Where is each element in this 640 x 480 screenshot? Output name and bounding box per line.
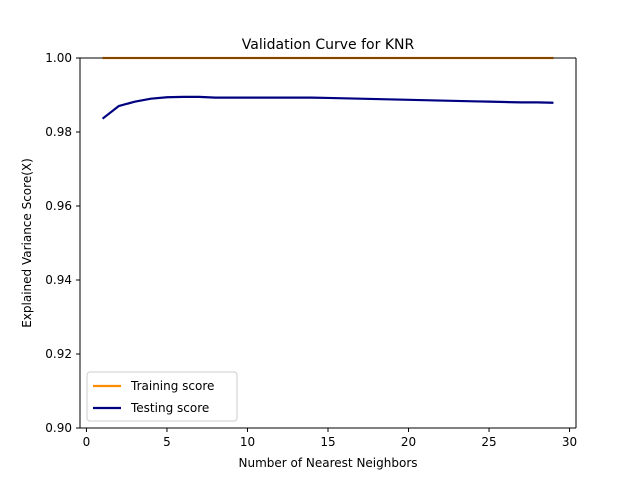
y-tick-label: 1.00 bbox=[45, 51, 72, 65]
y-tick-label: 0.90 bbox=[45, 421, 72, 435]
x-tick-label: 30 bbox=[562, 435, 577, 449]
x-tick-label: 0 bbox=[83, 435, 91, 449]
y-axis-label: Explained Variance Score(X) bbox=[20, 158, 34, 328]
y-ticks: 0.90 0.92 0.94 0.96 0.98 1.00 bbox=[45, 51, 80, 435]
x-tick-label: 25 bbox=[481, 435, 496, 449]
y-tick-label: 0.98 bbox=[45, 125, 72, 139]
y-tick-label: 0.92 bbox=[45, 347, 72, 361]
legend-label-testing: Testing score bbox=[130, 401, 209, 415]
x-tick-label: 20 bbox=[401, 435, 416, 449]
x-ticks: 0 5 10 15 20 25 30 bbox=[83, 428, 577, 449]
testing-score-line bbox=[101, 95, 554, 120]
y-tick-label: 0.94 bbox=[45, 273, 72, 287]
legend: Training score Testing score bbox=[86, 371, 238, 422]
legend-label-training: Training score bbox=[130, 379, 214, 393]
chart-title: Validation Curve for KNR bbox=[242, 37, 415, 53]
plot-area bbox=[80, 58, 576, 428]
x-tick-label: 5 bbox=[163, 435, 171, 449]
y-tick-label: 0.96 bbox=[45, 199, 72, 213]
x-tick-label: 15 bbox=[320, 435, 335, 449]
legend-box bbox=[86, 371, 238, 422]
x-tick-label: 10 bbox=[240, 435, 255, 449]
x-axis-label: Number of Nearest Neighbors bbox=[239, 456, 418, 470]
